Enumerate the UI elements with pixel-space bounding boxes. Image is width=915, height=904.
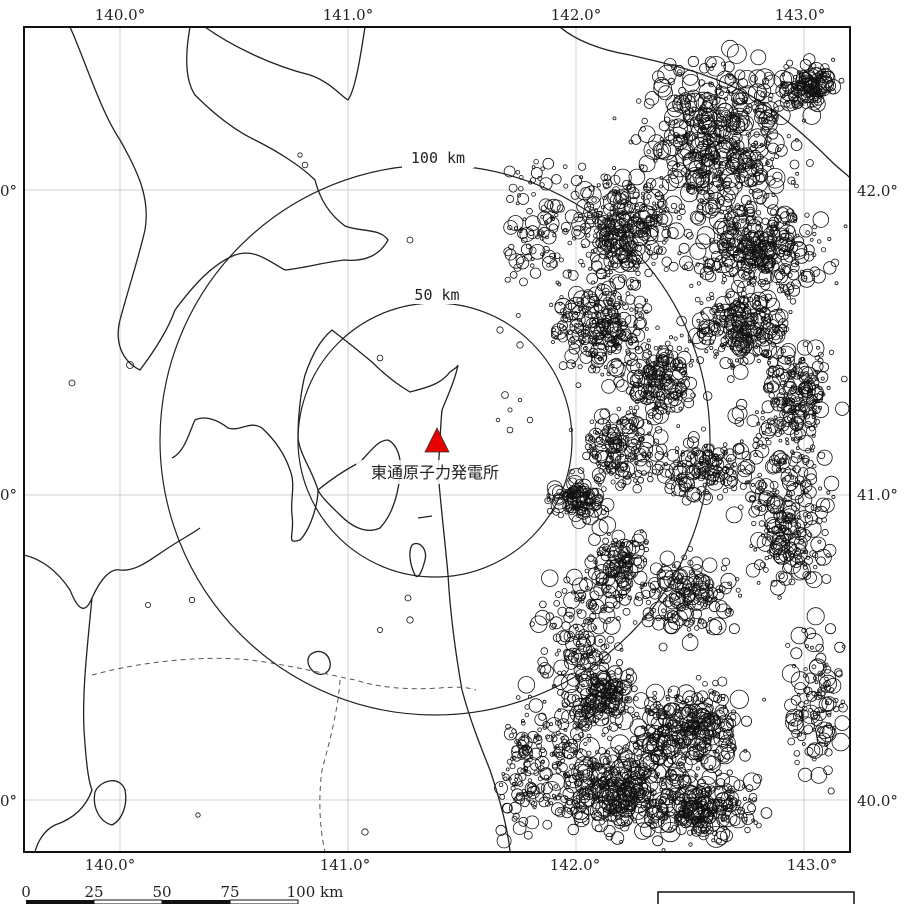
scale-label: 100 km	[287, 883, 344, 901]
ring-50km-label: 50 km	[414, 286, 459, 304]
lat-right-label: 42.0°	[857, 182, 898, 200]
ring-100km-label: 100 km	[411, 149, 465, 167]
lon-top-label: 140.0°	[95, 6, 145, 24]
lon-bottom-label: 141.0°	[320, 856, 370, 874]
prefecture-borders	[91, 657, 477, 852]
lon-top-label: 143.0°	[775, 6, 825, 24]
lon-bottom-label: 142.0°	[550, 856, 600, 874]
earthquake-epicenters	[68, 39, 850, 852]
lon-bottom-label: 143.0°	[787, 856, 837, 874]
coast-oga	[93, 780, 127, 826]
lon-top-label: 142.0°	[551, 6, 601, 24]
graticule	[24, 27, 850, 852]
coast-mutsu-bay	[317, 439, 402, 531]
legend-box	[657, 891, 855, 904]
scale-bar: 0 25 50 75 100 km	[21, 883, 343, 904]
scale-label: 0	[21, 883, 31, 901]
coast-shimokita	[171, 329, 511, 852]
lake	[307, 650, 331, 676]
coast-akita	[34, 597, 93, 852]
lon-top-label: 141.0°	[323, 6, 373, 24]
lat-right-label: 40.0°	[857, 792, 898, 810]
lat-right-label: 41.0°	[857, 486, 898, 504]
scale-label: 75	[220, 883, 239, 901]
coast-ogawara	[409, 542, 427, 578]
coast-oshima-west	[69, 27, 389, 371]
scale-label: 25	[84, 883, 103, 901]
coast-hokkaido-east	[204, 27, 366, 101]
lat-left-label: 0°	[0, 486, 17, 504]
map-frame	[23, 26, 851, 853]
power-plant-label: 東通原子力発電所	[371, 463, 499, 482]
coast-islet	[417, 515, 433, 519]
lon-bottom-label: 140.0°	[85, 856, 135, 874]
power-plant-marker	[424, 427, 450, 453]
lat-left-label: 0°	[0, 182, 17, 200]
lat-left-label: 0°	[0, 792, 17, 810]
scale-label: 50	[152, 883, 171, 901]
coast-tsugaru	[24, 527, 201, 609]
